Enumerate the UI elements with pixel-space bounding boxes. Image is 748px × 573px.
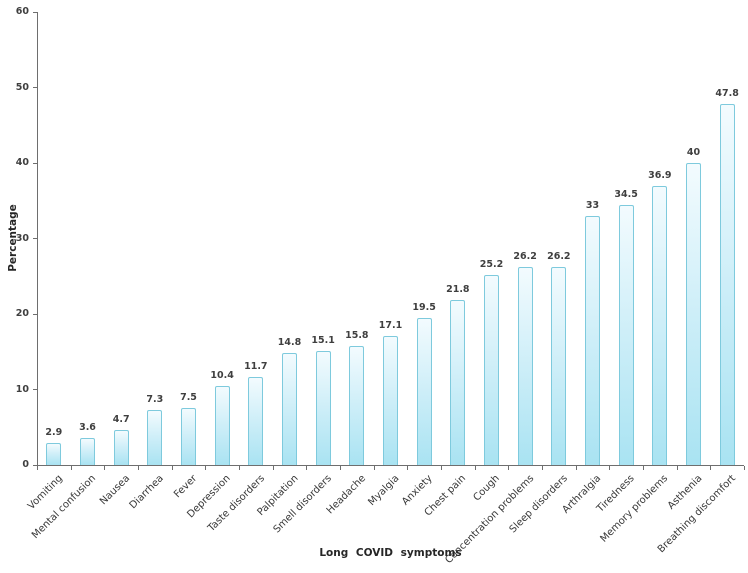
category-label: Fever: [172, 473, 200, 501]
bar-value-label: 26.2: [513, 251, 537, 263]
bar: [719, 104, 735, 465]
x-axis-title: Long COVID symptoms: [319, 547, 462, 559]
x-tick: [710, 466, 712, 470]
x-tick: [643, 466, 644, 470]
y-tick-label: 40: [15, 157, 29, 168]
x-tick: [676, 466, 678, 470]
bar-value-label: 15.1: [311, 334, 335, 346]
bar-value-label: 36.9: [648, 170, 672, 182]
category-label: Smell disorders: [271, 473, 334, 536]
bar: [181, 408, 196, 465]
x-tick: [104, 466, 106, 470]
x-tick: [441, 466, 442, 470]
x-tick: [340, 466, 341, 470]
bar: [450, 300, 466, 465]
x-tick: [37, 466, 38, 470]
bar-value-label: 3.6: [79, 421, 96, 433]
category-label: Memory problems: [598, 473, 671, 545]
bar: [315, 350, 331, 465]
bar-value-label: 47.8: [715, 88, 739, 100]
bar: [484, 274, 499, 465]
bar: [652, 186, 668, 465]
x-tick: [744, 466, 745, 470]
bar-value-label: 2.9: [45, 427, 63, 439]
bar-value-label: 7.5: [180, 392, 197, 404]
bar-value-label: 10.4: [210, 370, 234, 382]
x-axis-line: [37, 465, 744, 466]
bar-value-label: 25.2: [479, 258, 504, 270]
bar-value-label: 11.7: [244, 360, 268, 372]
bar-value-label: 21.8: [446, 284, 470, 296]
category-label: Cough: [471, 473, 503, 504]
x-tick: [306, 466, 308, 470]
x-tick: [508, 466, 510, 470]
bar-value-label: 7.3: [146, 393, 164, 405]
y-tick: [33, 238, 37, 239]
category-label: Mental confusion: [30, 473, 99, 542]
bar: [618, 204, 634, 465]
x-tick: [575, 466, 577, 470]
bar-value-label: 33: [585, 199, 600, 211]
bar-value-label: 19.5: [412, 301, 436, 313]
bar-value-label: 34.5: [614, 188, 638, 200]
x-tick: [171, 466, 173, 470]
bar: [416, 317, 432, 465]
bar-value-label: 14.8: [277, 337, 302, 349]
x-tick: [542, 466, 543, 470]
x-tick: [205, 466, 207, 470]
category-label: Nausea: [97, 473, 132, 508]
x-tick: [373, 466, 375, 470]
bar: [113, 429, 129, 465]
y-tick: [33, 389, 37, 390]
x-tick: [138, 466, 139, 470]
bar: [349, 345, 365, 465]
y-tick-label: 10: [15, 383, 29, 395]
bar: [383, 335, 398, 465]
x-tick: [239, 466, 240, 470]
x-tick: [70, 466, 72, 470]
bar: [551, 267, 567, 465]
bar-value-label: 26.2: [547, 251, 571, 263]
y-tick-label: 20: [15, 308, 29, 319]
category-label: Diarrhea: [127, 473, 166, 512]
x-tick: [272, 466, 274, 470]
y-tick-label: 50: [15, 81, 29, 93]
category-label: Sleep disorders: [507, 473, 570, 536]
bar: [517, 267, 533, 465]
bar: [147, 409, 163, 465]
y-tick: [33, 313, 37, 315]
y-axis-line: [37, 12, 38, 466]
x-tick: [474, 466, 476, 470]
bar-value-label: 4.7: [112, 413, 130, 425]
bar-value-label: 40: [686, 147, 701, 158]
bar: [248, 376, 264, 465]
bar-value-label: 15.8: [345, 329, 369, 341]
bar: [686, 163, 701, 465]
bar: [585, 215, 600, 465]
category-label: Myalgia: [366, 473, 402, 509]
y-tick: [33, 87, 37, 88]
x-tick: [609, 466, 611, 470]
bar: [80, 437, 95, 465]
y-tick: [33, 162, 37, 164]
x-tick: [407, 466, 409, 470]
y-tick: [33, 11, 37, 13]
y-tick: [33, 464, 37, 466]
bar: [282, 353, 297, 465]
y-tick-label: 0: [22, 459, 29, 470]
bar: [46, 443, 62, 465]
y-tick-label: 30: [15, 232, 29, 244]
bar-value-label: 17.1: [378, 319, 403, 331]
bar: [214, 386, 230, 465]
y-tick-label: 60: [15, 6, 29, 17]
